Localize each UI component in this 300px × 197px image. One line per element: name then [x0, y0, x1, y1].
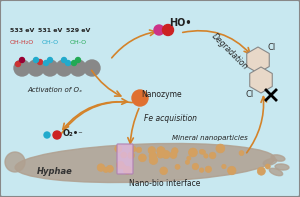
Circle shape	[97, 164, 105, 171]
Circle shape	[227, 166, 236, 175]
Text: Nano-bio interface: Nano-bio interface	[129, 178, 201, 188]
Circle shape	[38, 59, 43, 64]
Text: Cl: Cl	[246, 89, 254, 98]
Polygon shape	[250, 67, 272, 93]
Circle shape	[28, 60, 44, 76]
Circle shape	[130, 146, 136, 152]
Circle shape	[187, 156, 191, 160]
Circle shape	[265, 164, 270, 169]
Circle shape	[149, 156, 158, 164]
Circle shape	[149, 152, 157, 160]
Circle shape	[205, 166, 212, 173]
Circle shape	[121, 152, 127, 158]
Circle shape	[162, 151, 170, 159]
Circle shape	[122, 165, 126, 169]
Text: Degradation: Degradation	[210, 32, 250, 72]
Circle shape	[70, 60, 86, 76]
Text: OH-H₂O: OH-H₂O	[10, 40, 34, 45]
Circle shape	[128, 152, 134, 159]
Circle shape	[192, 163, 199, 170]
Circle shape	[201, 150, 206, 154]
Text: 529 eV: 529 eV	[66, 28, 90, 33]
Polygon shape	[247, 47, 269, 73]
Text: OH-O: OH-O	[69, 40, 87, 45]
Text: Hyphae: Hyphae	[37, 167, 73, 177]
FancyBboxPatch shape	[117, 144, 133, 174]
Circle shape	[16, 61, 20, 67]
Text: 531 eV: 531 eV	[38, 28, 62, 33]
Circle shape	[175, 164, 180, 169]
Circle shape	[148, 147, 155, 154]
Text: 533 eV: 533 eV	[10, 28, 34, 33]
Text: OH-O: OH-O	[41, 40, 58, 45]
Circle shape	[172, 148, 178, 154]
Circle shape	[257, 167, 265, 175]
Circle shape	[209, 152, 216, 159]
Text: Cl: Cl	[268, 43, 276, 51]
Ellipse shape	[271, 155, 285, 161]
Circle shape	[239, 151, 244, 156]
Text: Activation of Oₓ: Activation of Oₓ	[27, 87, 83, 93]
Circle shape	[42, 60, 58, 76]
Circle shape	[154, 25, 164, 35]
Circle shape	[65, 60, 70, 65]
Circle shape	[84, 60, 100, 76]
Circle shape	[123, 166, 131, 174]
Circle shape	[132, 90, 148, 106]
Ellipse shape	[263, 159, 277, 165]
Circle shape	[185, 160, 190, 164]
Circle shape	[160, 167, 167, 175]
Text: O₂•⁻: O₂•⁻	[63, 128, 83, 138]
Circle shape	[204, 154, 208, 158]
Circle shape	[170, 151, 177, 159]
Ellipse shape	[269, 168, 283, 176]
Circle shape	[106, 165, 113, 172]
Circle shape	[115, 145, 122, 152]
Text: HO•: HO•	[169, 18, 191, 28]
Circle shape	[47, 58, 52, 62]
Text: Nanozyme: Nanozyme	[142, 89, 182, 98]
Circle shape	[76, 58, 80, 62]
Circle shape	[56, 60, 72, 76]
Circle shape	[200, 168, 204, 172]
Circle shape	[44, 60, 49, 65]
Circle shape	[34, 58, 38, 62]
Circle shape	[116, 161, 124, 169]
Circle shape	[136, 147, 142, 152]
Text: Fe acquisition: Fe acquisition	[143, 113, 197, 123]
Circle shape	[14, 60, 30, 76]
Ellipse shape	[5, 152, 25, 172]
Circle shape	[53, 131, 61, 139]
Ellipse shape	[275, 164, 289, 170]
Circle shape	[216, 144, 225, 153]
Circle shape	[103, 167, 109, 172]
Circle shape	[188, 148, 197, 157]
Circle shape	[157, 147, 165, 155]
Circle shape	[61, 58, 67, 62]
Circle shape	[20, 58, 25, 62]
Text: Mineral nanoparticles: Mineral nanoparticles	[172, 135, 248, 141]
Circle shape	[71, 60, 76, 65]
Ellipse shape	[15, 143, 275, 183]
Circle shape	[44, 132, 50, 138]
Circle shape	[163, 24, 173, 35]
Circle shape	[222, 164, 226, 169]
Circle shape	[200, 149, 204, 154]
Circle shape	[157, 151, 164, 158]
Circle shape	[139, 154, 146, 162]
